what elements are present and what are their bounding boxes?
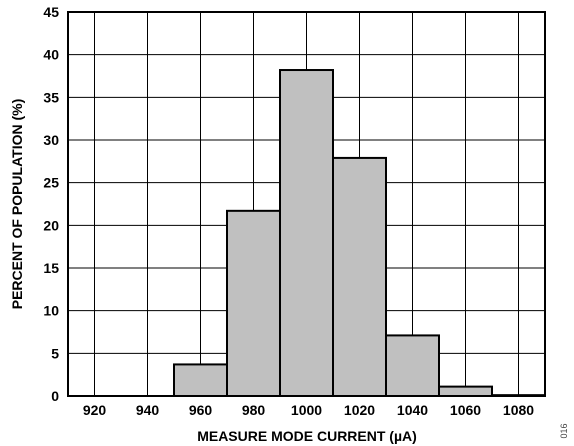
x-tick-label: 940 [136,402,160,418]
x-tick-label: 1080 [503,402,534,418]
y-tick-label: 45 [43,4,59,20]
y-axis-title: PERCENT OF POPULATION (%) [9,99,25,310]
x-tick-label: 1000 [291,402,322,418]
histogram-bars [173,69,546,398]
histogram-bar [173,363,228,397]
y-tick-label: 40 [43,47,59,63]
y-tick-labels: 0 5 10 15 20 25 30 35 40 45 [43,4,59,404]
x-tick-label: 960 [189,402,213,418]
figure-id: 016 [559,423,569,438]
y-tick-label: 25 [43,175,59,191]
x-tick-labels: 920 940 960 980 1000 1020 1040 1060 1080 [83,402,534,418]
y-tick-label: 10 [43,303,59,319]
x-tick-label: 1020 [344,402,375,418]
histogram-bar [438,385,493,398]
x-tick-label: 920 [83,402,107,418]
y-tick-label: 35 [43,89,59,105]
y-tick-label: 30 [43,132,59,148]
histogram-bar [226,209,281,397]
x-tick-label: 1040 [397,402,428,418]
x-tick-label: 1060 [450,402,481,418]
y-tick-label: 15 [43,260,59,276]
histogram-bar [279,69,334,397]
y-tick-label: 20 [43,217,59,233]
plot-frame [67,11,546,397]
histogram-bar [332,156,387,397]
x-axis-title: MEASURE MODE CURRENT (µA) [197,428,417,444]
y-tick-label: 5 [51,345,59,361]
histogram-bar [385,334,440,397]
x-tick-label: 980 [242,402,266,418]
y-tick-label: 0 [51,388,59,404]
